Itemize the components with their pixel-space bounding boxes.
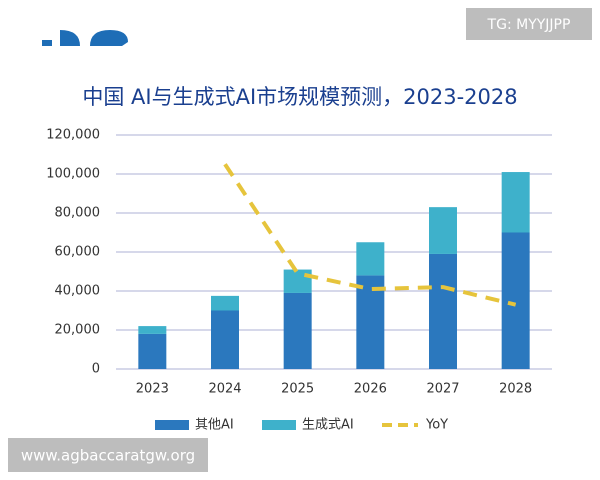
y-tick-label: 0 bbox=[92, 362, 100, 377]
x-tick-label: 2024 bbox=[208, 382, 241, 397]
watermark-box bbox=[8, 438, 208, 472]
bar bbox=[356, 242, 385, 276]
y-tick-label: 20,000 bbox=[55, 323, 101, 338]
y-tick-label: 80,000 bbox=[55, 206, 101, 221]
bar bbox=[356, 275, 385, 369]
x-tick-label: 2028 bbox=[499, 382, 532, 397]
legend-label: 生成式AI bbox=[302, 418, 354, 433]
bar bbox=[138, 326, 167, 334]
y-tick-label: 40,000 bbox=[55, 284, 101, 299]
line bbox=[223, 163, 517, 307]
bar bbox=[501, 172, 530, 233]
bar bbox=[138, 333, 167, 369]
plot: 0 20,000 40,000 60,000 80,000 100,000 120,000 2… bbox=[46, 128, 552, 433]
bar bbox=[211, 295, 239, 311]
x-tick-label: 2026 bbox=[354, 382, 387, 397]
legend-label: YoY bbox=[425, 418, 448, 433]
watermark-box bbox=[466, 8, 592, 40]
y-tick-label: 100,000 bbox=[46, 167, 100, 182]
legend-swatch bbox=[262, 420, 296, 430]
y-tick-label: 60,000 bbox=[55, 245, 101, 260]
bar bbox=[501, 232, 530, 369]
watermark: TG: MYYJJPP bbox=[487, 17, 571, 33]
y-tick-label: 120,000 bbox=[46, 128, 100, 143]
bar bbox=[429, 253, 457, 369]
bar bbox=[283, 269, 312, 293]
bar bbox=[283, 292, 312, 369]
bar bbox=[429, 207, 457, 254]
chart-title: 中国 AI与生成式AI市场规模预测，2023-2028 bbox=[82, 85, 517, 109]
legend-swatch bbox=[155, 420, 189, 430]
watermark: www.agbaccaratgw.org bbox=[21, 447, 195, 465]
logo-fragment bbox=[42, 30, 128, 46]
bar bbox=[211, 310, 239, 369]
legend-label: 其他AI bbox=[195, 418, 234, 433]
x-tick-label: 2025 bbox=[281, 382, 314, 397]
x-tick-label: 2023 bbox=[136, 382, 169, 397]
x-tick-label: 2027 bbox=[426, 382, 459, 397]
